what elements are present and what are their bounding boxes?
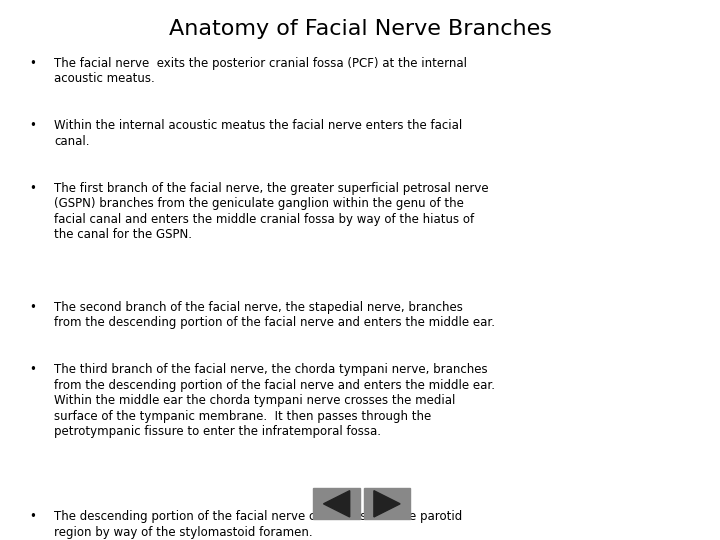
Text: •: •: [29, 510, 36, 523]
Text: The facial nerve  exits the posterior cranial fossa (PCF) at the internal
acoust: The facial nerve exits the posterior cra…: [54, 57, 467, 85]
Polygon shape: [374, 491, 400, 517]
Text: •: •: [29, 182, 36, 195]
Polygon shape: [323, 491, 350, 517]
Text: Anatomy of Facial Nerve Branches: Anatomy of Facial Nerve Branches: [168, 19, 552, 39]
Text: •: •: [29, 301, 36, 314]
Text: The descending portion of the facial nerve continues into the parotid
region by : The descending portion of the facial ner…: [54, 510, 462, 539]
Text: •: •: [29, 363, 36, 376]
Bar: [364, 488, 410, 519]
Text: The first branch of the facial nerve, the greater superficial petrosal nerve
(GS: The first branch of the facial nerve, th…: [54, 182, 489, 241]
Text: The second branch of the facial nerve, the stapedial nerve, branches
from the de: The second branch of the facial nerve, t…: [54, 301, 495, 329]
Text: Within the internal acoustic meatus the facial nerve enters the facial
canal.: Within the internal acoustic meatus the …: [54, 119, 462, 148]
Bar: [313, 488, 360, 519]
Text: The third branch of the facial nerve, the chorda tympani nerve, branches
from th: The third branch of the facial nerve, th…: [54, 363, 495, 438]
Text: •: •: [29, 119, 36, 132]
Text: •: •: [29, 57, 36, 70]
